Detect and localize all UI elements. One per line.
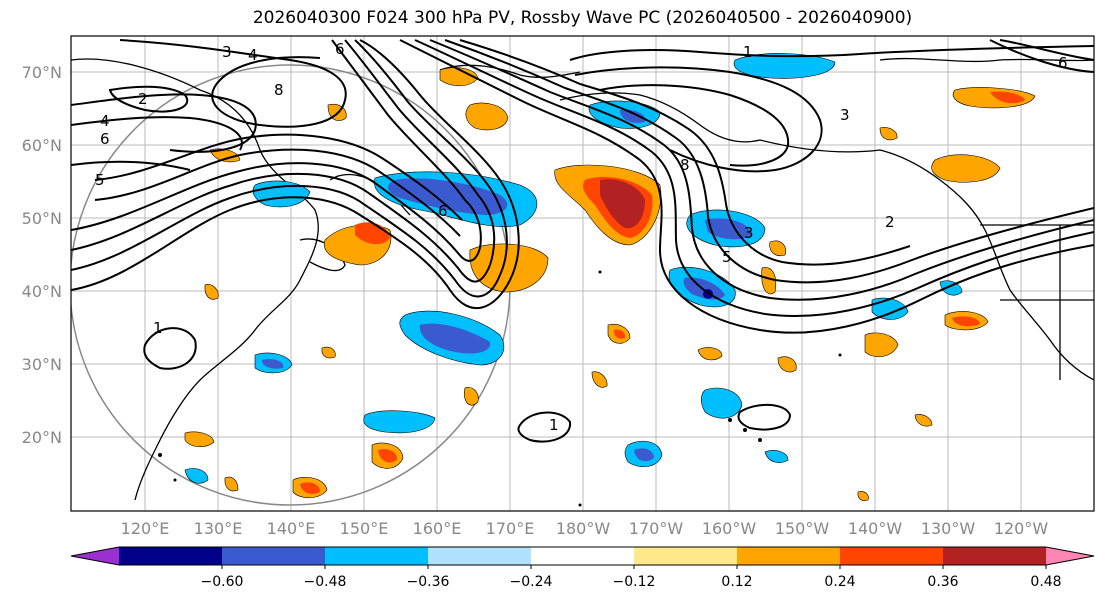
contour-label: 6 — [1058, 54, 1068, 72]
lat-label: 50°N — [22, 209, 62, 228]
contour-label: 5 — [95, 171, 105, 189]
colorbar-segment — [222, 547, 326, 565]
map-frame — [70, 35, 1095, 512]
contour-label: 2 — [138, 90, 148, 108]
colorbar-extend-max — [1046, 547, 1094, 565]
contour-label: 1 — [743, 43, 753, 61]
colorbar: −0.60 −0.48 −0.36 −0.24 −0.12 0.12 0.24 0.36 0.4… — [70, 546, 1095, 590]
lon-label: 160°E — [413, 519, 462, 538]
contour-label: 3 — [840, 106, 850, 124]
colorbar-tick-label: 0.24 — [824, 574, 855, 590]
contour-label: 5 — [722, 248, 732, 266]
lon-label: 120°E — [121, 519, 170, 538]
colorbar-outline — [70, 546, 1095, 566]
lon-label: 170°W — [629, 519, 684, 538]
lon-label: 140°E — [267, 519, 316, 538]
contour-label: 6 — [335, 40, 345, 58]
contour-label: 4 — [100, 112, 110, 130]
contour-label: 8 — [680, 156, 690, 174]
lon-label: 150°W — [775, 519, 830, 538]
colorbar-tick-label: 0.36 — [927, 574, 958, 590]
pv-contours — [71, 39, 1094, 443]
colorbar-segment — [325, 547, 429, 565]
colorbar-tick-label: −0.60 — [201, 574, 244, 590]
lon-label: 180°W — [556, 519, 611, 538]
coastlines — [71, 57, 1094, 501]
island-dots — [158, 270, 842, 507]
colorbar-tick-label: 0.48 — [1030, 574, 1061, 590]
contour-label: 4 — [248, 46, 258, 64]
lat-label: 40°N — [22, 282, 62, 301]
lon-label: 160°W — [702, 519, 757, 538]
contour-label: 3 — [744, 224, 754, 242]
contour-label: 1 — [549, 416, 559, 434]
contour-label: 8 — [274, 81, 284, 99]
lat-label: 20°N — [22, 428, 62, 447]
longitude-labels: 120°E 130°E 140°E 150°E 160°E 170°E 180°… — [121, 519, 1049, 538]
lon-label: 170°E — [486, 519, 535, 538]
lat-label: 30°N — [22, 355, 62, 374]
colorbar-segment — [737, 547, 841, 565]
colorbar-segment — [634, 547, 738, 565]
colorbar-tick-label: −0.48 — [304, 574, 347, 590]
colorbar-segment — [428, 547, 532, 565]
contour-label: 1 — [153, 319, 163, 337]
lon-label: 130°W — [921, 519, 976, 538]
map-title: 2026040300 F024 300 hPa PV, Rossby Wave … — [252, 8, 913, 28]
colorbar-segment — [119, 547, 223, 565]
lon-label: 130°E — [194, 519, 243, 538]
lon-label: 120°W — [994, 519, 1049, 538]
colorbar-extend-min — [71, 547, 119, 565]
contour-label: 2 — [885, 213, 895, 231]
colorbar-tick-label: −0.24 — [510, 574, 553, 590]
contour-labels: 1 2 2 3 3 3 4 4 5 5 6 6 6 6 8 8 1 1 — [95, 40, 1068, 434]
colorbar-tick-label: −0.12 — [613, 574, 656, 590]
lat-label: 70°N — [22, 63, 62, 82]
contour-label: 6 — [438, 202, 448, 220]
lon-label: 140°W — [848, 519, 903, 538]
pv-anomaly-shading — [184, 53, 1036, 501]
contour-label: 3 — [222, 43, 232, 61]
lon-label: 150°E — [340, 519, 389, 538]
colorbar-segment — [943, 547, 1047, 565]
colorbar-segment — [840, 547, 944, 565]
lat-label: 60°N — [22, 136, 62, 155]
colorbar-tick-label: 0.12 — [721, 574, 752, 590]
contour-label: 6 — [100, 130, 110, 148]
colorbar-segment — [531, 547, 635, 565]
colorbar-tick-label: −0.36 — [407, 574, 450, 590]
gridlines — [71, 36, 1094, 511]
latitude-labels: 70°N 60°N 50°N 40°N 30°N 20°N — [22, 63, 62, 447]
